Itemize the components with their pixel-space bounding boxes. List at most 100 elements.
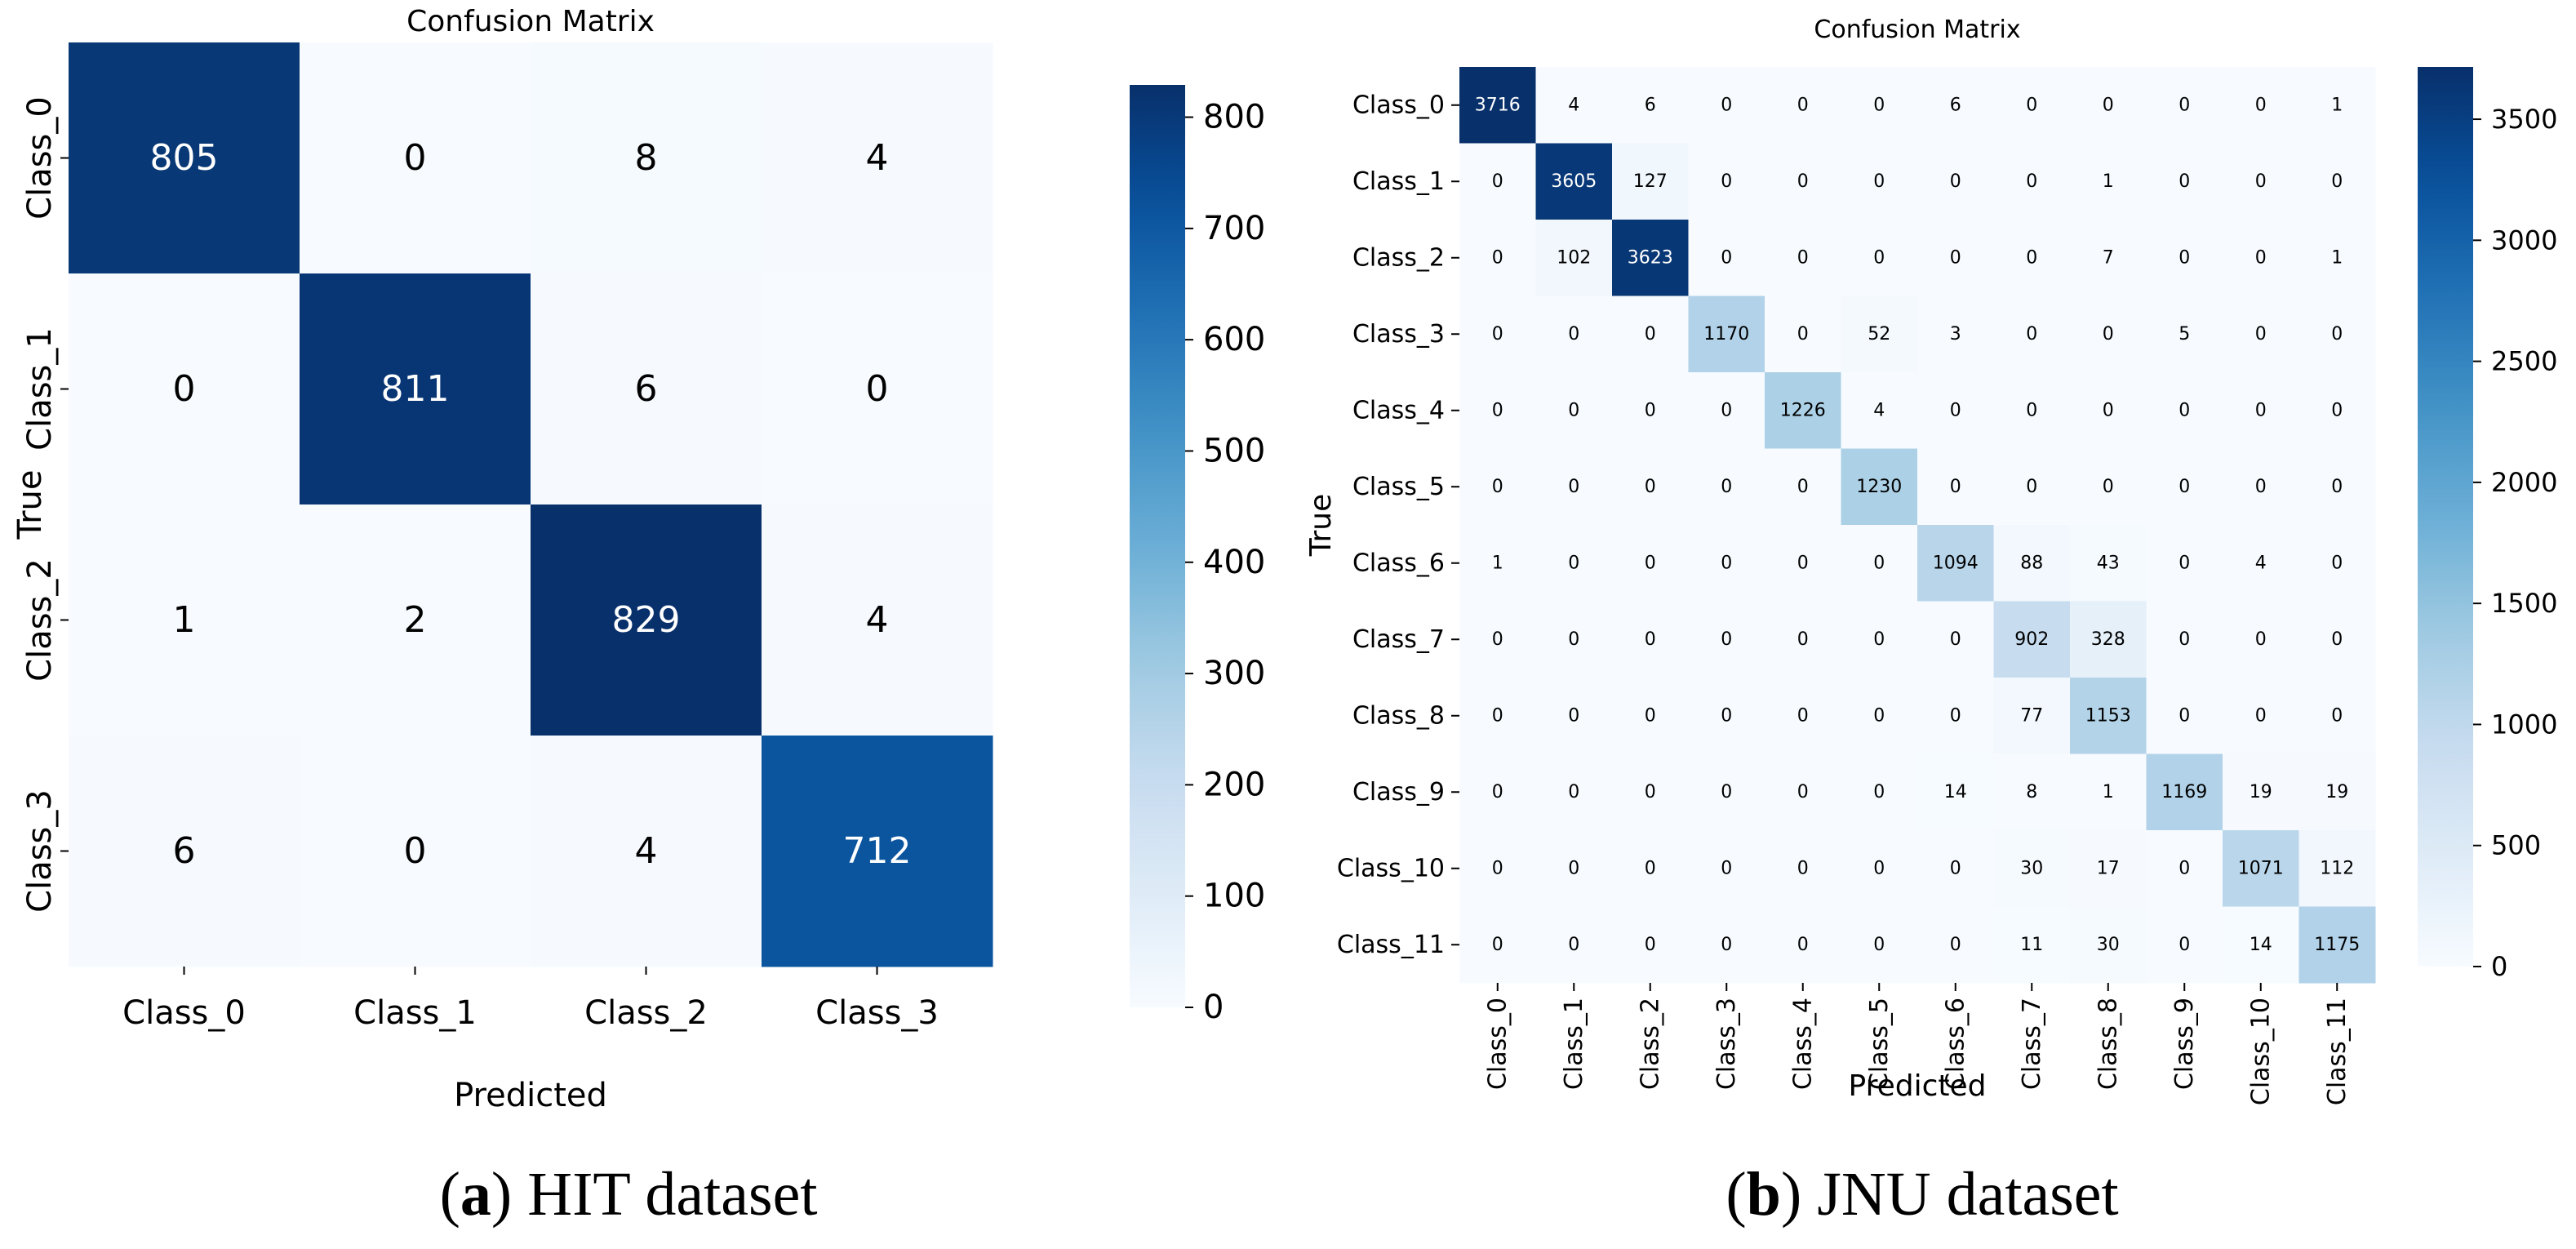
cell-value: 0 xyxy=(1645,858,1656,878)
heatmap-cell xyxy=(2070,830,2147,907)
cell-value: 0 xyxy=(1873,247,1885,268)
cell-value: 0 xyxy=(1950,858,1961,878)
heatmap-cell xyxy=(1993,143,2071,220)
heatmap-cell xyxy=(2223,143,2299,220)
caption-text: HIT dataset xyxy=(512,1160,817,1229)
y-tick-label: Class_11 xyxy=(1337,931,1445,959)
cell-value: 0 xyxy=(1721,171,1732,192)
heatmap-cell xyxy=(1688,448,1765,526)
heatmap-cell xyxy=(69,273,300,505)
cell-value: 0 xyxy=(1721,400,1732,420)
heatmap-cell xyxy=(1765,372,1841,449)
colorbar-tick-label: 800 xyxy=(1203,99,1265,136)
cell-value: 0 xyxy=(2026,324,2037,344)
heatmap-cell xyxy=(2298,906,2376,984)
y-tick-label: Class_0 xyxy=(1352,91,1445,119)
cell-value: 0 xyxy=(2103,400,2114,420)
cell-value: 829 xyxy=(612,599,681,641)
cell-value: 2 xyxy=(404,599,427,641)
cell-value: 0 xyxy=(1645,400,1656,420)
heatmap-cell xyxy=(2146,753,2223,831)
cell-value: 5 xyxy=(2178,324,2190,344)
x-axis-label: Predicted xyxy=(1849,1069,1987,1103)
y-tick-label: Class_3 xyxy=(21,789,59,913)
cell-value: 1 xyxy=(2331,247,2343,268)
colorbar-tick-label: 2500 xyxy=(2491,346,2557,377)
caption-letter: b xyxy=(1747,1160,1781,1229)
cell-value: 0 xyxy=(1721,935,1732,955)
cell-value: 0 xyxy=(1721,95,1732,115)
cell-value: 0 xyxy=(1492,629,1503,650)
cell-value: 0 xyxy=(2026,400,2037,420)
heatmap-cell xyxy=(1841,906,1918,984)
heatmap-cell xyxy=(1841,143,1918,220)
cell-value: 0 xyxy=(1492,705,1503,726)
heatmap-cell xyxy=(1688,143,1765,220)
cell-value: 0 xyxy=(1645,477,1656,497)
heatmap-cell xyxy=(1535,372,1613,449)
heatmap-cell xyxy=(1459,601,1536,678)
cell-value: 0 xyxy=(1645,705,1656,726)
cell-value: 0 xyxy=(2255,247,2267,268)
heatmap-cell xyxy=(2146,448,2223,526)
heatmap-cell xyxy=(1917,143,1994,220)
cell-value: 0 xyxy=(2178,171,2190,192)
cell-value: 8 xyxy=(2026,782,2037,802)
heatmap-cell xyxy=(1993,830,2071,907)
cell-value: 0 xyxy=(1950,171,1961,192)
cell-value: 0 xyxy=(1568,477,1579,497)
cell-value: 0 xyxy=(2255,705,2267,726)
heatmap-cell xyxy=(2070,678,2147,754)
y-tick-label: Class_1 xyxy=(21,327,59,451)
heatmap-cell xyxy=(2223,296,2299,373)
cell-value: 0 xyxy=(2178,858,2190,878)
heatmap-cell xyxy=(1535,830,1613,907)
heatmap-cell xyxy=(1688,220,1765,296)
heatmap-cell xyxy=(2298,525,2376,602)
heatmap-cell xyxy=(2070,220,2147,296)
heatmap-cell xyxy=(1612,525,1689,602)
heatmap-cell xyxy=(2070,296,2147,373)
cell-value: 1 xyxy=(1492,553,1503,573)
cell-value: 0 xyxy=(1797,782,1809,802)
heatmap-cell xyxy=(1535,525,1613,602)
colorbar-tick-label: 100 xyxy=(1203,878,1265,915)
colorbar-tick-label: 500 xyxy=(1203,432,1265,469)
heatmap-cell xyxy=(1765,525,1841,602)
heatmap-cell xyxy=(1535,143,1613,220)
heatmap-cell xyxy=(1993,67,2071,144)
colorbar-tick-label: 1000 xyxy=(2491,709,2557,740)
cell-value: 0 xyxy=(1645,782,1656,802)
heatmap-cell xyxy=(1917,525,1994,602)
colorbar-tick-label: 300 xyxy=(1203,655,1265,692)
cell-value: 3 xyxy=(1950,324,1961,344)
heatmap-cell xyxy=(1765,67,1841,144)
cell-value: 0 xyxy=(1873,171,1885,192)
cell-value: 1071 xyxy=(2238,858,2284,878)
cell-value: 0 xyxy=(2026,171,2037,192)
heatmap-cell xyxy=(1765,296,1841,373)
cell-value: 0 xyxy=(1797,247,1809,268)
cell-value: 0 xyxy=(173,368,196,410)
cell-value: 0 xyxy=(2178,477,2190,497)
cell-value: 0 xyxy=(1492,247,1503,268)
cell-value: 0 xyxy=(2331,477,2343,497)
cell-value: 0 xyxy=(1950,705,1961,726)
cell-value: 1170 xyxy=(1703,324,1749,344)
colorbar-tick-label: 600 xyxy=(1203,321,1265,358)
x-tick-label: Class_6 xyxy=(1941,998,1970,1090)
cell-value: 0 xyxy=(2178,935,2190,955)
colorbar-tick-label: 2000 xyxy=(2491,467,2557,498)
heatmap-cell xyxy=(1917,830,1994,907)
heatmap-cell xyxy=(69,42,300,274)
cell-value: 0 xyxy=(1797,858,1809,878)
cell-value: 0 xyxy=(1568,935,1579,955)
heatmap-cell xyxy=(1993,906,2071,984)
cell-value: 0 xyxy=(1797,553,1809,573)
cell-value: 0 xyxy=(404,830,427,872)
heatmap-cell xyxy=(1535,448,1613,526)
heatmap-cell xyxy=(1612,143,1689,220)
heatmap-cell xyxy=(2223,753,2299,831)
heatmap-cell xyxy=(1917,448,1994,526)
cell-value: 0 xyxy=(1492,171,1503,192)
